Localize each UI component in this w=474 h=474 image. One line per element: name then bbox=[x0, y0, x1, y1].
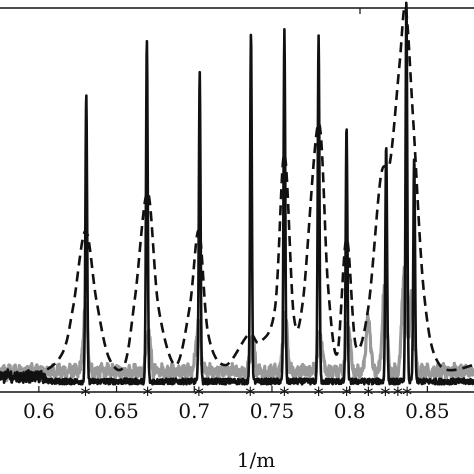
star-marker-9: * bbox=[393, 383, 403, 407]
star-marker-2: * bbox=[194, 383, 204, 407]
gray-series-path bbox=[0, 265, 474, 384]
gray-series-line bbox=[0, 265, 474, 384]
star-marker-5: * bbox=[314, 383, 324, 407]
star-marker-0: * bbox=[80, 383, 90, 407]
x-axis-label: 1/m bbox=[237, 448, 275, 472]
solid-series-path bbox=[0, 1, 474, 386]
star-marker-8: * bbox=[380, 383, 390, 407]
solid-series-line bbox=[0, 1, 474, 386]
star-marker-10: * bbox=[402, 383, 412, 407]
star-marker-6: * bbox=[342, 383, 352, 407]
x-tick-label-4: 0.8 bbox=[334, 399, 366, 423]
star-markers: * * * * * * * * * * * bbox=[80, 383, 412, 407]
star-marker-1: * bbox=[143, 383, 153, 407]
x-tick-label-0: 0.6 bbox=[23, 399, 55, 423]
x-axis-ticks: 0.6 0.65 0.7 0.75 0.8 0.85 bbox=[23, 386, 450, 423]
x-tick-label-5: 0.85 bbox=[405, 399, 450, 423]
star-marker-4: * bbox=[279, 383, 289, 407]
x-tick-label-1: 0.65 bbox=[94, 399, 139, 423]
x-tick-label-3: 0.75 bbox=[250, 399, 295, 423]
star-marker-7: * bbox=[363, 383, 373, 407]
dashed-series-line bbox=[0, 5, 474, 376]
x-tick-label-2: 0.7 bbox=[178, 399, 210, 423]
star-marker-3: * bbox=[245, 383, 255, 407]
dashed-series-path bbox=[0, 5, 474, 376]
axes bbox=[0, 7, 474, 393]
